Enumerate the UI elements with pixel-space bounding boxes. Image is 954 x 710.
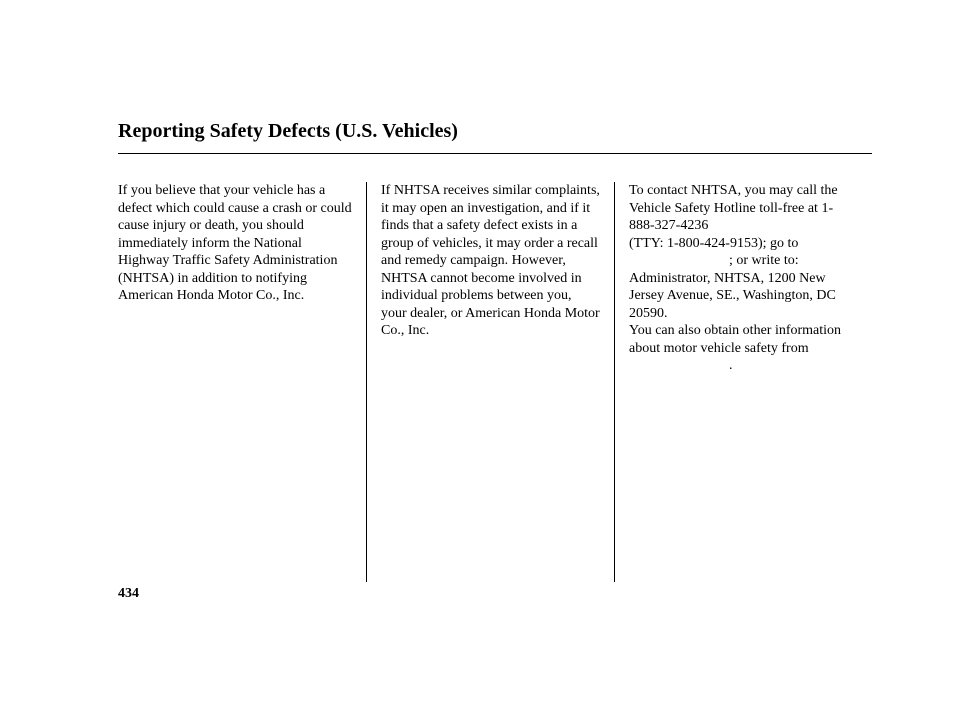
columns-container: If you believe that your vehicle has a d… bbox=[118, 182, 872, 582]
col3-write-prefix: ; or write to: bbox=[729, 253, 799, 268]
col3-line2b: . bbox=[729, 358, 733, 373]
col3-paragraph: To contact NHTSA, you may call the Vehic… bbox=[629, 182, 858, 375]
column-3: To contact NHTSA, you may call the Vehic… bbox=[614, 182, 872, 582]
page-title: Reporting Safety Defects (U.S. Vehicles) bbox=[118, 120, 872, 143]
col3-tty-suffix: ); go to bbox=[758, 236, 798, 251]
page: Reporting Safety Defects (U.S. Vehicles)… bbox=[0, 0, 954, 582]
column-1: If you believe that your vehicle has a d… bbox=[118, 182, 366, 582]
page-number: 434 bbox=[118, 586, 139, 602]
col1-paragraph-1: If you believe that your vehicle has a d… bbox=[118, 182, 352, 305]
col3-line2a: You can also obtain other information ab… bbox=[629, 323, 841, 356]
col3-line1: To contact NHTSA, you may call the Vehic… bbox=[629, 183, 838, 216]
col2-paragraph-1: If NHTSA receives similar com­plaints, i… bbox=[381, 182, 600, 340]
col3-address: Administrator, NHTSA, 1200 New Jersey Av… bbox=[629, 271, 836, 321]
title-rule bbox=[118, 153, 872, 154]
column-2: If NHTSA receives similar com­plaints, i… bbox=[366, 182, 614, 582]
col3-tty-phone: 1-800-424-9153 bbox=[667, 236, 758, 251]
col3-tty-prefix: (TTY: bbox=[629, 236, 667, 251]
